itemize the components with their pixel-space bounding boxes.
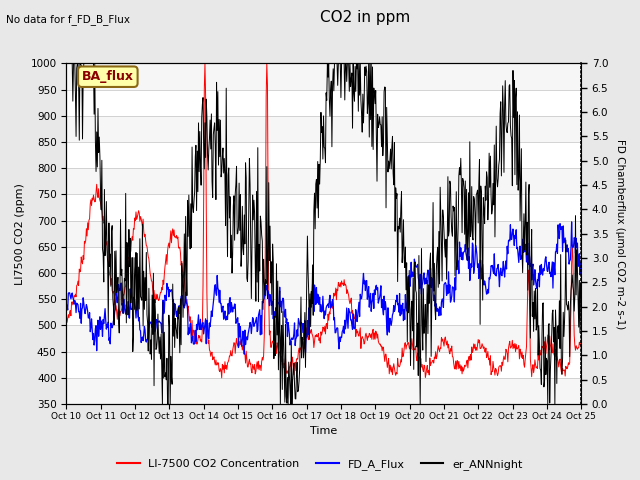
Bar xyxy=(67,116,581,142)
Text: BA_flux: BA_flux xyxy=(82,70,134,83)
Bar xyxy=(67,378,581,404)
Y-axis label: LI7500 CO2 (ppm): LI7500 CO2 (ppm) xyxy=(15,183,25,285)
Y-axis label: FD Chamberflux (μmol CO2 m-2 s-1): FD Chamberflux (μmol CO2 m-2 s-1) xyxy=(615,139,625,329)
Text: CO2 in ppm: CO2 in ppm xyxy=(319,10,410,24)
X-axis label: Time: Time xyxy=(310,426,337,436)
Text: No data for f_FD_B_Flux: No data for f_FD_B_Flux xyxy=(6,14,131,25)
Bar xyxy=(67,325,581,352)
Bar xyxy=(67,63,581,90)
Bar xyxy=(67,168,581,194)
Bar xyxy=(67,221,581,247)
Legend: LI-7500 CO2 Concentration, FD_A_Flux, er_ANNnight: LI-7500 CO2 Concentration, FD_A_Flux, er… xyxy=(113,455,527,474)
Bar xyxy=(67,273,581,299)
